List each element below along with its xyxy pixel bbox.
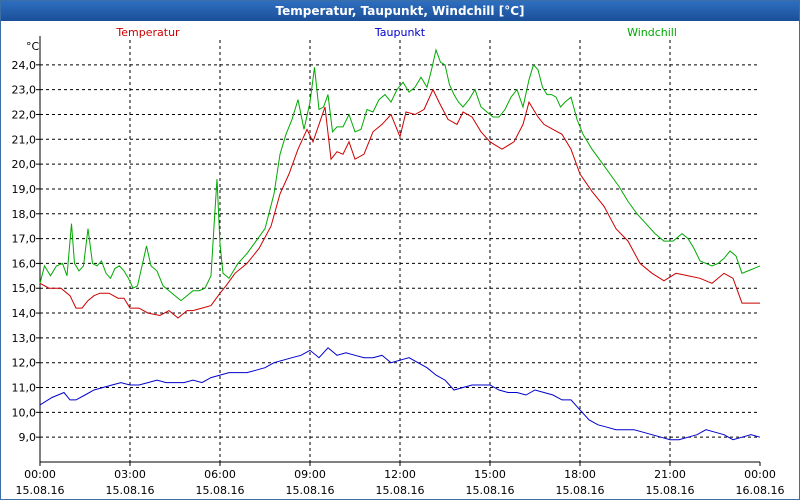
- y-tick-labels: 9,0 10,0 11,0 12,0 13,0 14,0 15,0 16,0 17,0 18,0 1…: [12, 59, 37, 444]
- series-lines: [39, 48, 761, 441]
- y-tick-label: 15,0: [12, 282, 37, 295]
- x-tick-time: 15:00: [474, 468, 506, 481]
- x-tick-time: 06:00: [204, 468, 236, 481]
- y-tick-label: 9,0: [19, 431, 37, 444]
- x-tick-date: 15.08.16: [556, 484, 605, 497]
- x-tick-time: 21:00: [654, 468, 686, 481]
- x-tick-date: 15.08.16: [196, 484, 245, 497]
- y-tick-label: 16,0: [12, 257, 37, 270]
- legend-taupunkt: Taupunkt: [374, 26, 426, 39]
- legend: Temperatur Taupunkt Windchill: [115, 26, 677, 39]
- x-tick-time: 18:00: [564, 468, 596, 481]
- y-tick-label: 23,0: [12, 84, 37, 97]
- x-tick-time: 09:00: [294, 468, 326, 481]
- x-tick-time: 00:00: [24, 468, 56, 481]
- grid: [40, 40, 760, 462]
- x-tick-date: 15.08.16: [646, 484, 695, 497]
- y-tick-label: 20,0: [12, 158, 37, 171]
- y-tick-label: 13,0: [12, 332, 37, 345]
- series-line-temperatur: [39, 88, 760, 319]
- x-tick-time: 00:00: [744, 468, 776, 481]
- y-tick-label: 24,0: [12, 59, 37, 72]
- y-tick-label: 19,0: [12, 183, 37, 196]
- series-line-taupunkt: [39, 347, 761, 441]
- x-tick-time: 12:00: [384, 468, 416, 481]
- y-tick-label: 21,0: [12, 133, 37, 146]
- y-tick-label: 14,0: [12, 307, 37, 320]
- x-tick-date: 15.08.16: [16, 484, 65, 497]
- x-tick-date: 15.08.16: [376, 484, 425, 497]
- y-tick-label: 17,0: [12, 233, 37, 246]
- chart-title: Temperatur, Taupunkt, Windchill [°C]: [1, 1, 799, 21]
- axes: [36, 36, 761, 466]
- x-tick-date: 15.08.16: [106, 484, 155, 497]
- y-tick-label: 22,0: [12, 108, 37, 121]
- x-tick-date: 16.08.16: [736, 484, 785, 497]
- y-tick-label: 18,0: [12, 208, 37, 221]
- x-tick-time: 03:00: [114, 468, 146, 481]
- y-tick-label: 10,0: [12, 406, 37, 419]
- x-tick-date: 15.08.16: [466, 484, 515, 497]
- y-tick-label: 11,0: [12, 382, 37, 395]
- x-tick-labels: 00:00 15.08.16 03:00 15.08.16 06:00 15.08.16 0…: [16, 468, 785, 497]
- y-tick-label: 12,0: [12, 357, 37, 370]
- legend-temperatur: Temperatur: [115, 26, 180, 39]
- y-axis-unit-label: °C: [26, 40, 40, 53]
- series-line-windchill: [39, 48, 761, 302]
- legend-windchill: Windchill: [627, 26, 677, 39]
- x-tick-date: 15.08.16: [286, 484, 335, 497]
